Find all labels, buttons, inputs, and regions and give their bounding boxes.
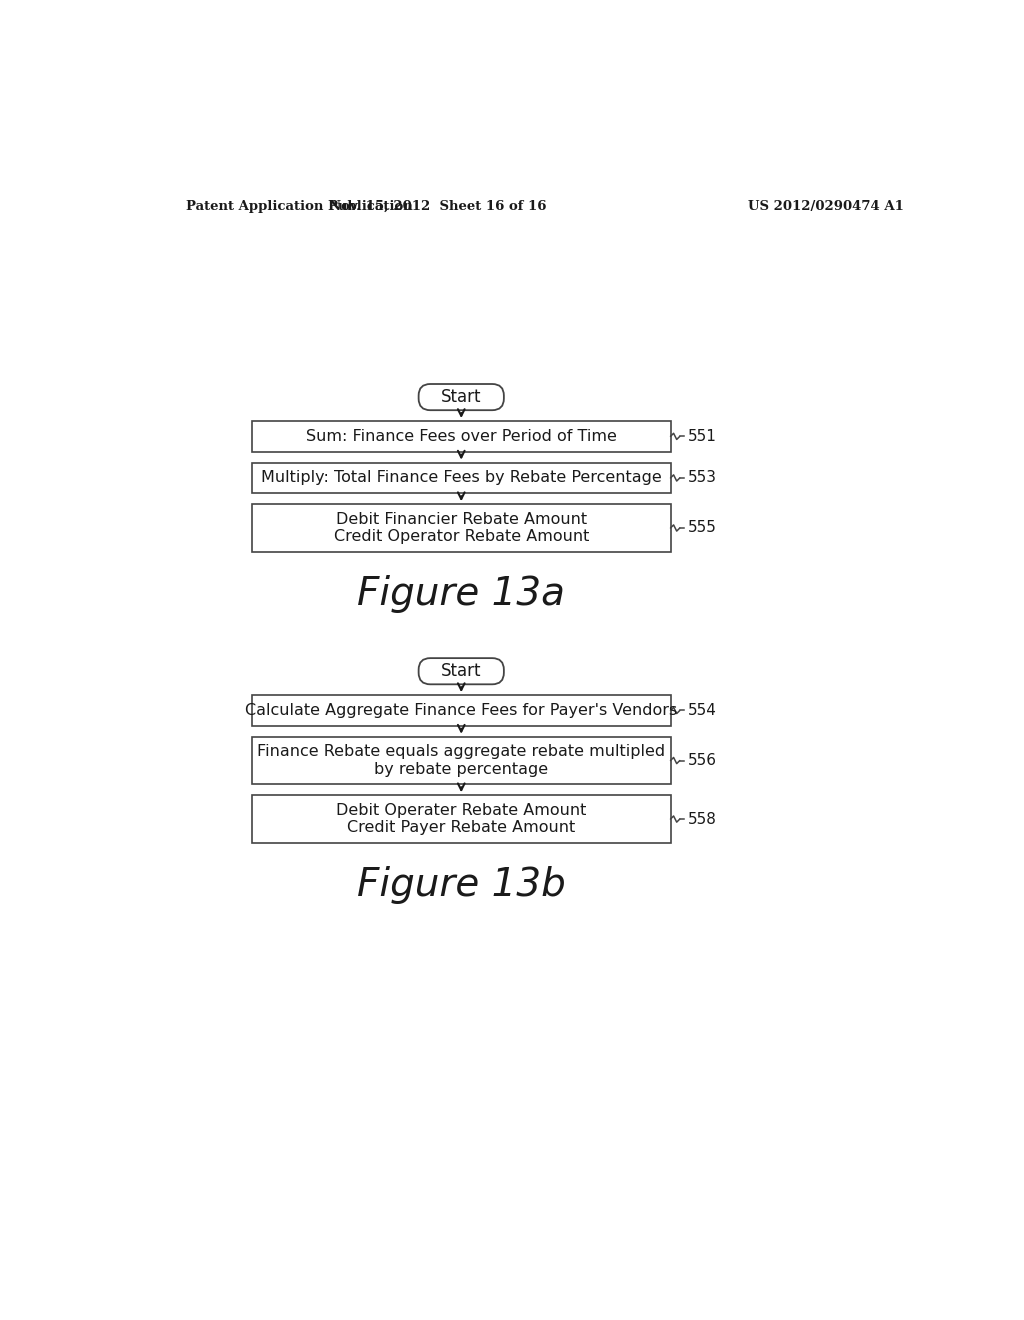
FancyBboxPatch shape (419, 659, 504, 684)
Text: Start: Start (441, 663, 481, 680)
Text: Nov. 15, 2012  Sheet 16 of 16: Nov. 15, 2012 Sheet 16 of 16 (330, 199, 547, 213)
Text: Figure 13b: Figure 13b (357, 866, 565, 904)
FancyBboxPatch shape (252, 462, 671, 494)
FancyBboxPatch shape (252, 504, 671, 552)
Text: US 2012/0290474 A1: US 2012/0290474 A1 (748, 199, 903, 213)
FancyBboxPatch shape (252, 737, 671, 784)
Text: Multiply: Total Finance Fees by Rebate Percentage: Multiply: Total Finance Fees by Rebate P… (261, 470, 662, 486)
Text: Calculate Aggregate Finance Fees for Payer's Vendors: Calculate Aggregate Finance Fees for Pay… (245, 704, 677, 718)
Text: 554: 554 (687, 704, 717, 718)
Text: Debit Operater Rebate Amount
Credit Payer Rebate Amount: Debit Operater Rebate Amount Credit Paye… (336, 803, 587, 836)
Text: Start: Start (441, 388, 481, 407)
Text: 558: 558 (687, 812, 717, 826)
Text: 556: 556 (687, 752, 717, 768)
Text: 553: 553 (687, 470, 717, 486)
Text: Finance Rebate equals aggregate rebate multipled
by rebate percentage: Finance Rebate equals aggregate rebate m… (257, 744, 666, 776)
FancyBboxPatch shape (419, 384, 504, 411)
Text: Patent Application Publication: Patent Application Publication (186, 199, 413, 213)
Text: Sum: Finance Fees over Period of Time: Sum: Finance Fees over Period of Time (306, 429, 616, 444)
Text: 551: 551 (687, 429, 717, 444)
FancyBboxPatch shape (252, 421, 671, 451)
Text: 555: 555 (687, 520, 717, 536)
Text: Debit Financier Rebate Amount
Credit Operator Rebate Amount: Debit Financier Rebate Amount Credit Ope… (334, 512, 589, 544)
FancyBboxPatch shape (252, 696, 671, 726)
Text: Figure 13a: Figure 13a (357, 576, 565, 614)
FancyBboxPatch shape (252, 795, 671, 843)
